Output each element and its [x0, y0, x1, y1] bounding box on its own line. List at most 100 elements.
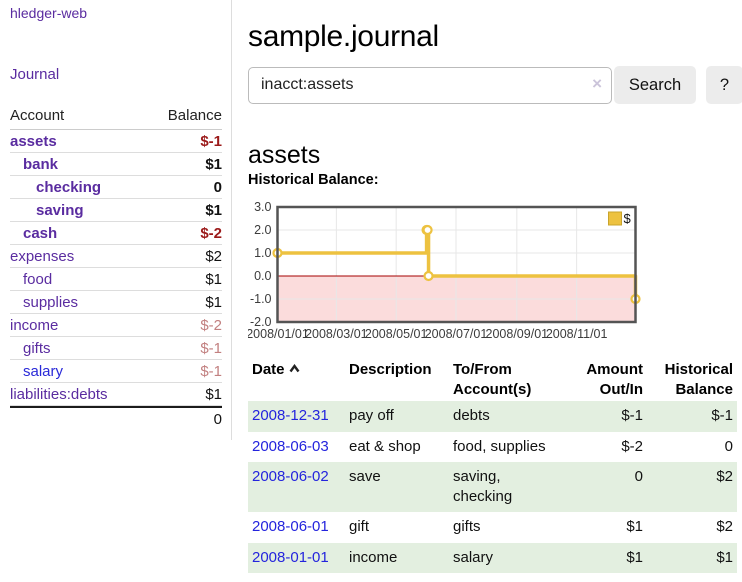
account-row: food $1 — [10, 268, 222, 291]
register-col-amount: Amount Out/In — [586, 361, 643, 398]
svg-text:2.0: 2.0 — [254, 223, 271, 237]
register-col-balance: Historical Balance — [664, 361, 733, 398]
chart-title: Historical Balance: — [248, 172, 379, 188]
sidebar: hledger-web Journal Account Balance asse… — [0, 0, 232, 440]
accounts-table-body: assets $-1 bank $1 checking 0 saving $1 cash $-2 e… — [10, 130, 222, 406]
svg-text:2008/09/01: 2008/09/01 — [486, 327, 549, 341]
register-cell-description: gift — [349, 518, 370, 535]
account-balance: $1 — [205, 271, 222, 288]
register-cell-description: save — [349, 468, 381, 485]
register-cell-date: 2008-06-03 — [248, 432, 345, 463]
register-cell-description: income — [349, 548, 398, 566]
transaction-date-link[interactable]: 2008-06-03 — [252, 437, 329, 455]
register-cell-balance: $2 — [716, 518, 733, 535]
register-col-description: Description — [349, 361, 432, 378]
account-link[interactable]: gifts — [23, 340, 51, 357]
svg-text:2008/01/01: 2008/01/01 — [248, 327, 309, 341]
account-row: salary $-1 — [10, 360, 222, 383]
account-row: bank $1 — [10, 153, 222, 176]
svg-text:1.0: 1.0 — [254, 246, 271, 260]
account-row: expenses $2 — [10, 245, 222, 268]
sidebar-item-journal[interactable]: Journal — [10, 66, 60, 83]
account-balance: $-1 — [200, 133, 222, 150]
register-row: 2008-06-03 eat & shop food, supplies $-2 0 — [248, 432, 737, 463]
sort-ascending-icon — [289, 360, 300, 377]
help-button[interactable]: ? — [706, 66, 742, 104]
account-balance: $1 — [205, 156, 222, 173]
account-balance: $2 — [205, 248, 222, 265]
account-balance: $-1 — [200, 340, 222, 357]
register-cell-accounts: food, supplies — [453, 437, 546, 455]
svg-text:2008/07/01: 2008/07/01 — [425, 327, 488, 341]
register-row: 2008-06-02 save saving, checking 0 $2 — [248, 462, 737, 512]
account-link[interactable]: income — [10, 317, 59, 334]
register-cell-amount: $1 — [626, 548, 643, 566]
search-button[interactable]: Search — [614, 66, 696, 104]
svg-text:0.0: 0.0 — [254, 269, 271, 283]
register-col-accounts: To/From Account(s) — [453, 361, 532, 398]
register-cell-date: 2008-06-02 — [248, 462, 345, 512]
account-link[interactable]: expenses — [10, 248, 75, 265]
accounts-table: Account Balance assets $-1 bank $1 checking 0… — [10, 103, 222, 431]
register-header-row: Date Description To/From Account(s) Amoun… — [248, 358, 737, 401]
svg-text:2008/11/01: 2008/11/01 — [546, 327, 608, 341]
register-row: 2008-06-01 gift gifts $1 $2 — [248, 512, 737, 543]
register-row: 2008-01-01 income salary $1 $1 — [248, 542, 737, 573]
account-link[interactable]: food — [23, 271, 53, 288]
search-bar: × Search ? — [248, 66, 742, 104]
balance-chart: 2008/01/012008/03/012008/05/012008/07/01… — [248, 200, 641, 341]
account-row: liabilities:debts $1 — [10, 383, 222, 406]
accounts-col-account: Account — [10, 107, 65, 124]
register-cell-description: pay off — [349, 407, 394, 424]
register-cell-date: 2008-12-31 — [248, 401, 345, 432]
account-balance: $1 — [205, 386, 222, 403]
transaction-date-link[interactable]: 2008-06-01 — [252, 518, 329, 535]
accounts-total-row: 0 — [10, 406, 222, 431]
accounts-table-header: Account Balance — [10, 103, 222, 130]
register-cell-balance: $1 — [716, 548, 733, 566]
register-cell-accounts: saving, checking — [453, 468, 513, 505]
register-cell-amount: 0 — [634, 468, 643, 485]
account-balance: $-1 — [200, 363, 222, 380]
account-link[interactable]: liabilities:debts — [10, 386, 108, 403]
svg-text:2008/05/01: 2008/05/01 — [365, 327, 428, 341]
register-cell-amount: $-1 — [621, 407, 643, 424]
register-cell-accounts: salary — [453, 548, 494, 566]
svg-text:3.0: 3.0 — [254, 200, 271, 214]
transaction-date-link[interactable]: 2008-06-02 — [252, 468, 329, 485]
svg-text:2008/03/01: 2008/03/01 — [305, 327, 368, 341]
register-cell-balance: $2 — [716, 468, 733, 485]
account-link[interactable]: salary — [23, 363, 64, 380]
register-table: Date Description To/From Account(s) Amoun… — [248, 358, 737, 573]
register-cell-amount: $1 — [626, 518, 643, 535]
search-input[interactable] — [248, 66, 612, 104]
clear-search-icon[interactable]: × — [592, 73, 602, 93]
app-brand-link[interactable]: hledger-web — [10, 5, 88, 21]
register-cell-date: 2008-06-01 — [248, 512, 345, 543]
register-cell-balance: $-1 — [711, 407, 733, 424]
transaction-date-link[interactable]: 2008-12-31 — [252, 407, 329, 424]
account-row: gifts $-1 — [10, 337, 222, 360]
svg-text:$: $ — [624, 211, 632, 226]
account-row: cash $-2 — [10, 222, 222, 245]
account-balance: $1 — [205, 202, 222, 219]
register-cell-accounts: debts — [453, 407, 490, 424]
account-heading: assets — [248, 140, 321, 169]
accounts-total-value: 0 — [213, 411, 222, 428]
account-link[interactable]: assets — [10, 133, 57, 150]
account-link[interactable]: saving — [36, 202, 84, 219]
account-link[interactable]: supplies — [23, 294, 79, 311]
account-balance: $1 — [205, 294, 222, 311]
register-col-date[interactable]: Date — [248, 358, 345, 401]
account-row: supplies $1 — [10, 291, 222, 314]
account-link[interactable]: bank — [23, 156, 59, 173]
register-cell-amount: $-2 — [621, 437, 643, 455]
page-title: sample.journal — [248, 20, 439, 54]
account-link[interactable]: cash — [23, 225, 58, 242]
account-balance: $-2 — [200, 225, 222, 242]
transaction-date-link[interactable]: 2008-01-01 — [252, 548, 329, 566]
account-link[interactable]: checking — [36, 179, 102, 196]
svg-text:-1.0: -1.0 — [250, 292, 272, 306]
account-row: saving $1 — [10, 199, 222, 222]
register-cell-accounts: gifts — [453, 518, 481, 535]
